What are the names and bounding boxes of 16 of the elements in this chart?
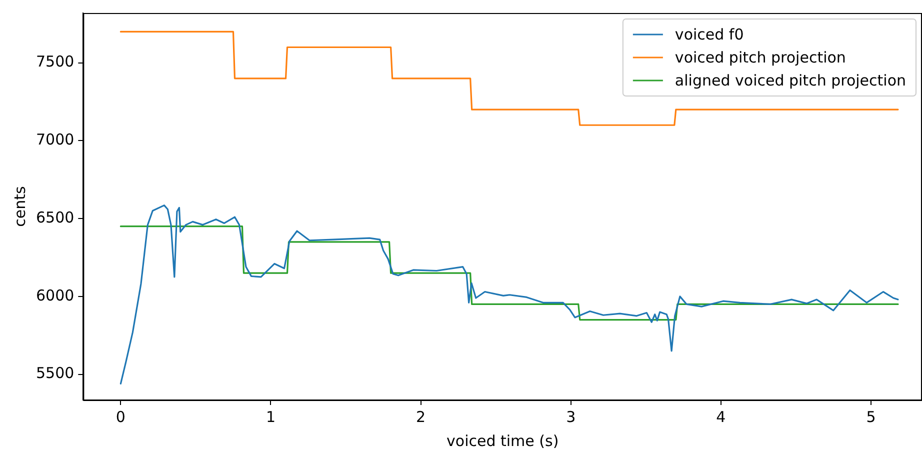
x-tick-label: 0	[116, 408, 126, 426]
legend-label: voiced f0	[674, 25, 744, 44]
x-tick-label: 2	[416, 408, 426, 426]
x-tick-label: 3	[566, 408, 576, 426]
y-tick-label: 6000	[36, 286, 74, 304]
legend-label: aligned voiced pitch projection	[674, 71, 906, 90]
x-tick-label: 4	[716, 408, 726, 426]
x-tick-label: 5	[866, 408, 876, 426]
legend-label: voiced pitch projection	[674, 48, 846, 66]
y-tick-label: 5500	[36, 364, 74, 382]
y-tick-label: 7000	[36, 130, 74, 149]
y-axis-title: cents	[10, 186, 29, 227]
x-tick-label: 1	[266, 408, 276, 426]
y-tick-label: 6500	[36, 208, 74, 226]
x-axis-title: voiced time (s)	[446, 432, 559, 450]
y-tick-label: 7500	[36, 52, 74, 71]
